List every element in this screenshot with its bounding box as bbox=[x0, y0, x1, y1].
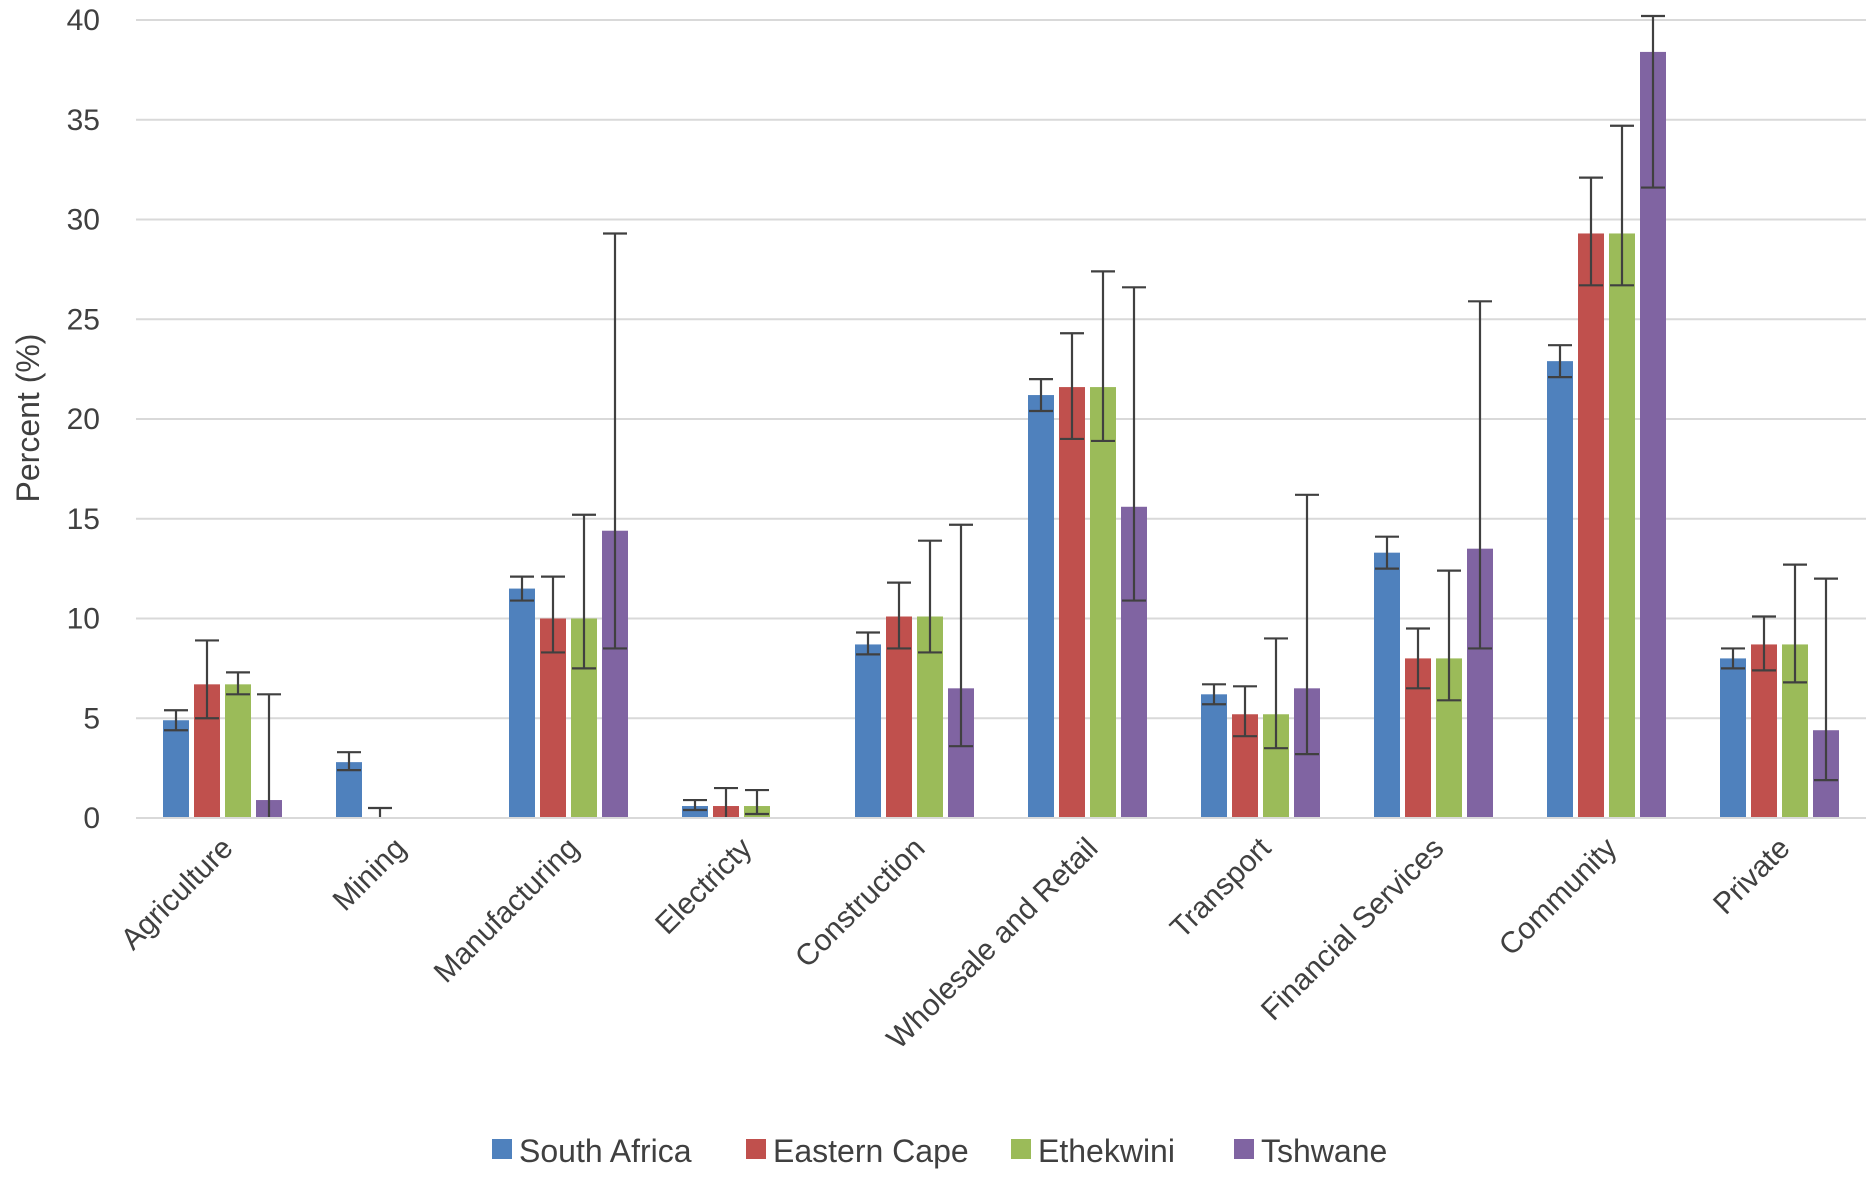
x-category-label: Construction bbox=[789, 832, 931, 974]
x-category-label: Electricty bbox=[649, 832, 758, 941]
bar bbox=[1609, 233, 1635, 819]
bar bbox=[1547, 361, 1573, 818]
y-axis-title: Percent (%) bbox=[10, 334, 46, 503]
bar bbox=[1059, 387, 1085, 818]
bar bbox=[855, 644, 881, 818]
gridlines bbox=[136, 19, 1866, 720]
y-tick-label: 5 bbox=[83, 702, 100, 735]
y-tick-label: 20 bbox=[67, 403, 100, 436]
legend-label: Ethekwini bbox=[1038, 1133, 1175, 1169]
bar bbox=[682, 806, 708, 818]
legend-swatch bbox=[492, 1139, 512, 1159]
bar bbox=[1028, 395, 1054, 818]
bar bbox=[1201, 694, 1227, 818]
bars bbox=[163, 51, 1839, 819]
bar bbox=[886, 616, 912, 818]
y-tick-label: 15 bbox=[67, 503, 100, 536]
error-bars bbox=[164, 14, 1838, 818]
bar bbox=[163, 720, 189, 818]
bar bbox=[1751, 644, 1777, 818]
y-tick-label: 35 bbox=[67, 104, 100, 137]
x-category-label: Mining bbox=[327, 832, 413, 918]
legend-label: Eastern Cape bbox=[773, 1133, 969, 1169]
bar bbox=[509, 588, 535, 818]
y-tick-label: 10 bbox=[67, 603, 100, 636]
x-category-label: Financial Services bbox=[1255, 832, 1450, 1027]
legend-swatch bbox=[1011, 1139, 1031, 1159]
y-tick-label: 40 bbox=[67, 4, 100, 37]
y-tick-label: 0 bbox=[83, 802, 100, 835]
legend-label: Tshwane bbox=[1261, 1133, 1387, 1169]
legend-label: South Africa bbox=[519, 1133, 692, 1169]
legend-swatch bbox=[746, 1139, 766, 1159]
bar bbox=[1720, 658, 1746, 818]
bar bbox=[1090, 387, 1116, 818]
x-category-label: Private bbox=[1707, 832, 1796, 921]
bar bbox=[225, 684, 251, 818]
y-tick-label: 25 bbox=[67, 303, 100, 336]
bar bbox=[336, 762, 362, 818]
x-category-label: Manufacturing bbox=[428, 832, 586, 990]
legend-swatch bbox=[1234, 1139, 1254, 1159]
y-tick-label: 30 bbox=[67, 204, 100, 237]
x-category-label: Agriculture bbox=[115, 832, 240, 957]
legend: South Africa Eastern Cape Ethekwini Tshwane bbox=[492, 1133, 1387, 1169]
bar bbox=[1578, 233, 1604, 819]
bar bbox=[1374, 552, 1400, 818]
x-category-label: Transport bbox=[1164, 831, 1278, 945]
x-category-label: Community bbox=[1493, 832, 1624, 963]
